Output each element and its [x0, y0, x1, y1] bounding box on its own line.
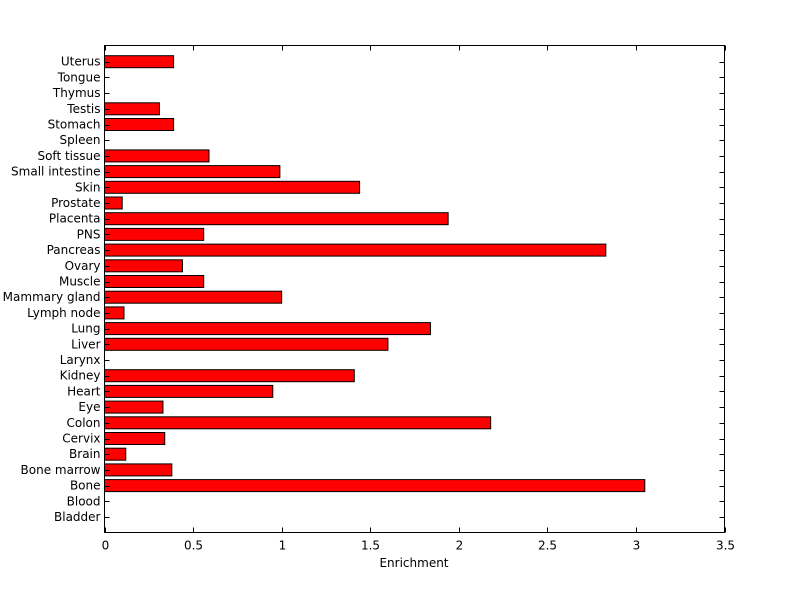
- bar: [104, 149, 210, 163]
- category-label: Small intestine: [11, 165, 100, 179]
- category-label: Larynx: [60, 353, 101, 367]
- category-label: Muscle: [59, 275, 101, 289]
- x-axis-label: Enrichment: [379, 556, 448, 570]
- bar: [104, 165, 281, 179]
- bar: [104, 384, 274, 398]
- x-tick-label: 0.5: [184, 539, 203, 553]
- x-tick-labels: 0 0.5 1 1.5 2 2.5 3 3.5: [102, 539, 735, 553]
- plot-area-frame: [104, 45, 725, 533]
- bar: [104, 180, 361, 194]
- category-label: Lymph node: [27, 306, 100, 320]
- category-label: Heart: [67, 384, 101, 398]
- category-label: Spleen: [60, 133, 101, 147]
- x-tick-label: 2: [456, 539, 464, 553]
- x-tick-label: 1.5: [361, 539, 380, 553]
- category-label: Tongue: [57, 70, 101, 84]
- bar: [104, 432, 166, 445]
- category-label: Pancreas: [47, 243, 101, 257]
- bar: [104, 259, 183, 273]
- ticks-group: [104, 45, 726, 533]
- bar: [104, 227, 205, 241]
- category-label: Eye: [78, 400, 100, 414]
- bar: [104, 369, 355, 383]
- category-label: Liver: [71, 337, 101, 351]
- bar: [104, 55, 175, 69]
- category-label: Mammary gland: [3, 290, 101, 304]
- bar: [104, 118, 175, 131]
- category-label: Stomach: [48, 118, 101, 132]
- x-tick-label: 3: [633, 539, 641, 553]
- bar: [104, 290, 283, 304]
- bars-group: [104, 55, 646, 493]
- bar: [104, 243, 607, 257]
- x-tick-label: 3.5: [716, 539, 735, 553]
- category-label: Skin: [75, 180, 101, 194]
- bar: [104, 416, 492, 430]
- bar: [104, 463, 173, 477]
- category-label: Bone marrow: [21, 463, 101, 477]
- bar: [104, 322, 431, 336]
- category-label: Soft tissue: [37, 149, 100, 163]
- bar: [104, 306, 125, 320]
- bar: [104, 337, 389, 351]
- bar: [104, 479, 646, 493]
- category-label: Ovary: [65, 259, 101, 273]
- bar: [104, 275, 205, 288]
- bar: [104, 212, 449, 226]
- category-label: Brain: [69, 447, 100, 461]
- category-label: Prostate: [51, 196, 100, 210]
- x-tick-label: 1: [279, 539, 287, 553]
- category-label: Kidney: [60, 369, 101, 383]
- category-label: PNS: [77, 227, 101, 241]
- category-label: Thymus: [52, 86, 101, 100]
- category-label: Cervix: [62, 432, 100, 446]
- category-label: Lung: [71, 322, 100, 336]
- x-tick-label: 0: [102, 539, 110, 553]
- category-label: Testis: [66, 102, 100, 116]
- category-label: Blood: [67, 494, 101, 508]
- category-label: Colon: [66, 416, 100, 430]
- category-label: Uterus: [61, 55, 101, 69]
- bar: [104, 400, 164, 414]
- category-label: Bone: [70, 479, 101, 493]
- category-label: Bladder: [54, 510, 101, 524]
- bar: [104, 102, 160, 116]
- category-label: Placenta: [49, 212, 101, 226]
- x-tick-label: 2.5: [538, 539, 557, 553]
